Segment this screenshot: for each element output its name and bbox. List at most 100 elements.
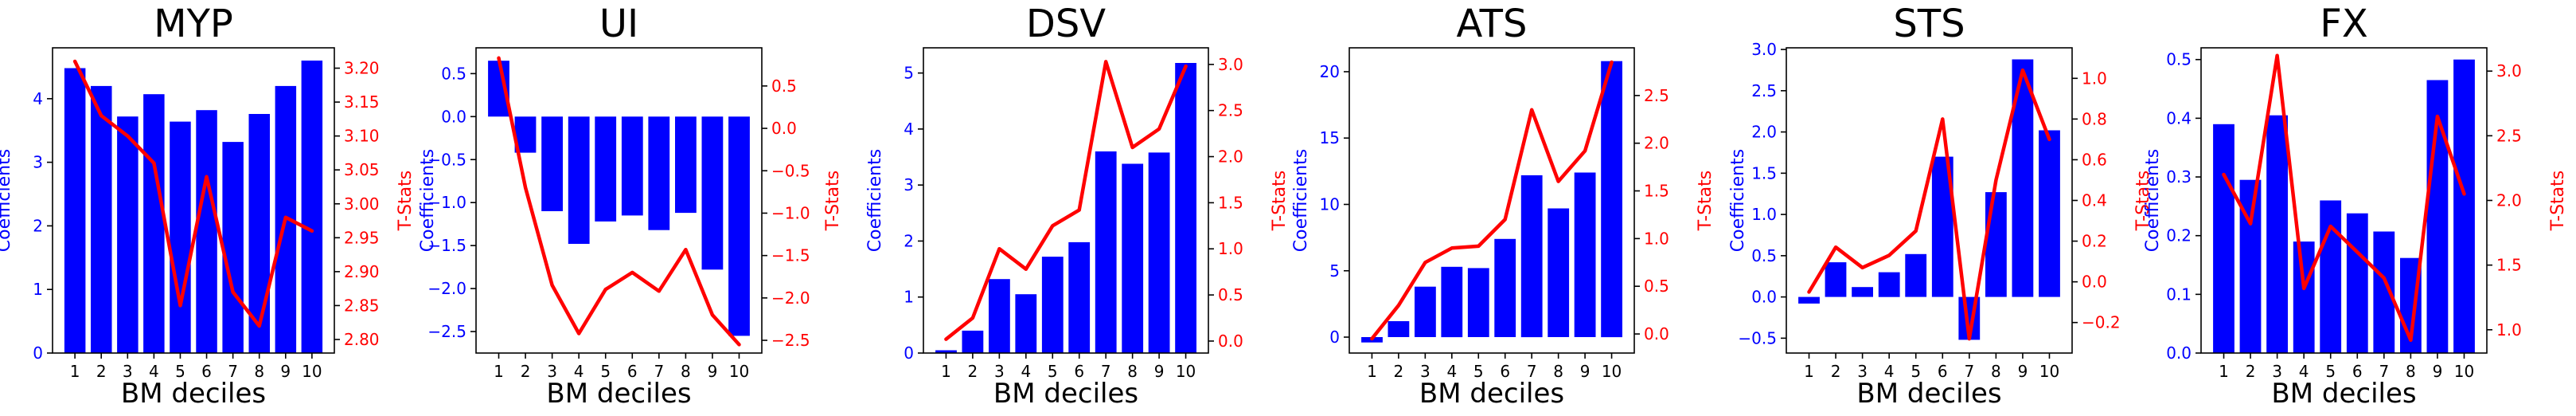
left-tick-label: 1 xyxy=(904,288,914,307)
right-tick-label: 3.0 xyxy=(2496,61,2522,80)
left-tick-label: 1.0 xyxy=(1751,205,1777,224)
left-tick-label: 1 xyxy=(33,280,43,299)
x-tick-label: 6 xyxy=(1500,362,1510,381)
tstat-line xyxy=(1370,60,1614,341)
plot-frame xyxy=(52,47,335,354)
right-tick-label: 2.90 xyxy=(344,262,380,281)
right-axis-label: T-Stats xyxy=(2548,171,2568,232)
left-tick-label: 0.4 xyxy=(2166,108,2192,128)
bar-8 xyxy=(248,114,270,353)
x-tick-label: 7 xyxy=(1964,362,1974,381)
left-axis-label: Coefficients xyxy=(1728,149,1748,252)
bar-3 xyxy=(117,116,139,353)
x-tick-label: 5 xyxy=(2325,362,2336,381)
right-axis-label: T-Stats xyxy=(823,171,843,232)
x-tick-label: 2 xyxy=(96,362,107,381)
bar-7 xyxy=(648,116,670,230)
right-tick-label: 1.5 xyxy=(1218,193,1243,212)
chart-title: DSV xyxy=(1026,2,1106,46)
x-axis-label: BM deciles xyxy=(1419,378,1564,410)
x-tick-label: 9 xyxy=(1154,362,1165,381)
right-tick-label: 0.8 xyxy=(2082,109,2107,128)
right-tick-label: 1.5 xyxy=(1644,182,1669,201)
right-tick-label: 2.80 xyxy=(344,330,380,349)
left-tick-label: −0.5 xyxy=(427,150,466,169)
x-tick-label: 6 xyxy=(627,362,638,381)
x-tick-label: 8 xyxy=(254,362,264,381)
bar-2 xyxy=(91,85,112,354)
plot-frame xyxy=(923,47,1209,354)
bar-1 xyxy=(2213,124,2234,354)
x-tick-label: 5 xyxy=(1911,362,1921,381)
bar-1 xyxy=(64,68,86,353)
bar-2 xyxy=(1388,321,1410,337)
bar-3 xyxy=(989,279,1010,353)
left-axis-label: Coefficients xyxy=(865,149,885,252)
x-tick-label: 1 xyxy=(1804,362,1814,381)
bar-8 xyxy=(1985,192,2007,297)
chart-title: STS xyxy=(1893,2,1965,46)
bar-5 xyxy=(1467,268,1489,337)
x-tick-label: 6 xyxy=(1074,362,1084,381)
left-tick-label: 10 xyxy=(1320,194,1340,214)
x-tick-label: 9 xyxy=(280,362,291,381)
right-tick-label: −2.0 xyxy=(771,288,810,308)
right-tick-label: 1.0 xyxy=(2496,320,2522,339)
left-axis-label: Coefficients xyxy=(1291,149,1311,252)
chart-title: ATS xyxy=(1457,2,1528,46)
right-tick-label: 0.6 xyxy=(2082,150,2107,169)
left-tick-label: 0 xyxy=(33,343,43,363)
bar-10 xyxy=(2453,59,2475,353)
bar-4 xyxy=(1015,294,1037,353)
x-tick-label: 7 xyxy=(654,362,664,381)
left-tick-label: −0.5 xyxy=(1738,328,1777,347)
bar-10 xyxy=(1175,63,1196,353)
bar-7 xyxy=(222,142,244,353)
x-tick-label: 1 xyxy=(70,362,80,381)
bar-2 xyxy=(962,330,984,353)
bar-5 xyxy=(595,116,617,222)
x-tick-label: 8 xyxy=(681,362,691,381)
bar-10 xyxy=(2039,130,2060,297)
chart-panel-5: 0.0 0.1 0.2 0.3 0.4 0.5 1.0 1.5 2.0 2.5 3.0 1 2 3 4 5 6 7… xyxy=(2143,2,2568,410)
bar-8 xyxy=(1122,163,1144,353)
bar-5 xyxy=(1905,253,1927,297)
left-tick-label: 2 xyxy=(904,231,914,250)
left-tick-label: 3 xyxy=(904,175,914,194)
left-tick-label: 15 xyxy=(1320,128,1340,147)
right-axis-label: T-Stats xyxy=(396,171,416,232)
x-tick-label: 3 xyxy=(994,362,1005,381)
bar-2 xyxy=(1825,262,1847,297)
bar-8 xyxy=(675,116,697,214)
x-tick-label: 5 xyxy=(1048,362,1058,381)
left-tick-label: 5 xyxy=(904,64,914,83)
right-tick-label: 0.4 xyxy=(2082,191,2107,210)
x-tick-label: 9 xyxy=(1580,362,1590,381)
bar-4 xyxy=(2293,241,2315,353)
bar-6 xyxy=(621,116,643,216)
bar-3 xyxy=(2266,115,2288,353)
right-tick-label: 0.0 xyxy=(2082,273,2107,292)
x-axis-label: BM deciles xyxy=(993,378,1138,410)
left-tick-label: 3.0 xyxy=(1751,40,1777,59)
left-tick-label: −1.5 xyxy=(427,236,466,255)
bar-9 xyxy=(1148,152,1170,353)
x-tick-label: 5 xyxy=(1473,362,1484,381)
x-tick-label: 3 xyxy=(547,362,557,381)
x-tick-label: 8 xyxy=(1553,362,1563,381)
bar-4 xyxy=(1441,266,1463,338)
right-tick-label: 3.20 xyxy=(344,59,380,78)
chart-panel-1: −2.5 −2.0 −1.5 −1.0 −0.5 0.0 0.5 −2.5 −2.0 −1.5 −1… xyxy=(418,2,843,410)
tstat-line xyxy=(1807,68,2051,341)
left-tick-label: 0.0 xyxy=(2166,343,2192,363)
x-tick-label: 6 xyxy=(201,362,212,381)
x-tick-label: 4 xyxy=(149,362,159,381)
x-tick-label: 9 xyxy=(2433,362,2443,381)
bar-6 xyxy=(196,110,217,353)
x-tick-label: 4 xyxy=(1446,362,1457,381)
bar-10 xyxy=(301,61,323,353)
bar-3 xyxy=(541,116,563,211)
x-tick-label: 10 xyxy=(729,362,749,381)
right-tick-label: 2.0 xyxy=(2496,191,2522,210)
